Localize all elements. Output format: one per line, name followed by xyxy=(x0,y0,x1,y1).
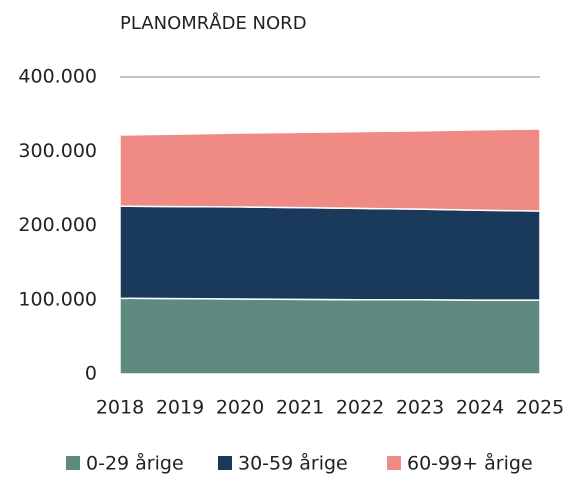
x-tick-label: 2025 xyxy=(516,397,564,419)
y-tick-label: 300.000 xyxy=(18,140,97,162)
legend-swatch xyxy=(218,456,232,470)
legend-label: 0-29 årige xyxy=(86,452,184,475)
y-tick-label: 100.000 xyxy=(18,288,97,310)
x-tick-label: 2022 xyxy=(336,397,384,419)
x-tick-label: 2023 xyxy=(396,397,444,419)
legend-swatch xyxy=(387,456,401,470)
x-tick-label: 2021 xyxy=(276,397,324,419)
legend-swatch xyxy=(66,456,80,470)
x-tick-label: 2019 xyxy=(156,397,204,419)
x-tick-label: 2024 xyxy=(456,397,504,419)
chart-title: PLANOMRÅDE NORD xyxy=(120,12,307,34)
y-tick-label: 400.000 xyxy=(18,66,97,88)
legend-label: 60-99+ årige xyxy=(407,452,533,475)
y-tick-label: 200.000 xyxy=(18,214,97,236)
y-tick-label: 0 xyxy=(85,363,97,385)
x-tick-label: 2018 xyxy=(96,397,144,419)
area xyxy=(119,128,541,212)
area xyxy=(119,297,541,375)
area xyxy=(119,205,541,301)
legend-label: 30-59 årige xyxy=(238,452,348,475)
x-tick-label: 2020 xyxy=(216,397,264,419)
